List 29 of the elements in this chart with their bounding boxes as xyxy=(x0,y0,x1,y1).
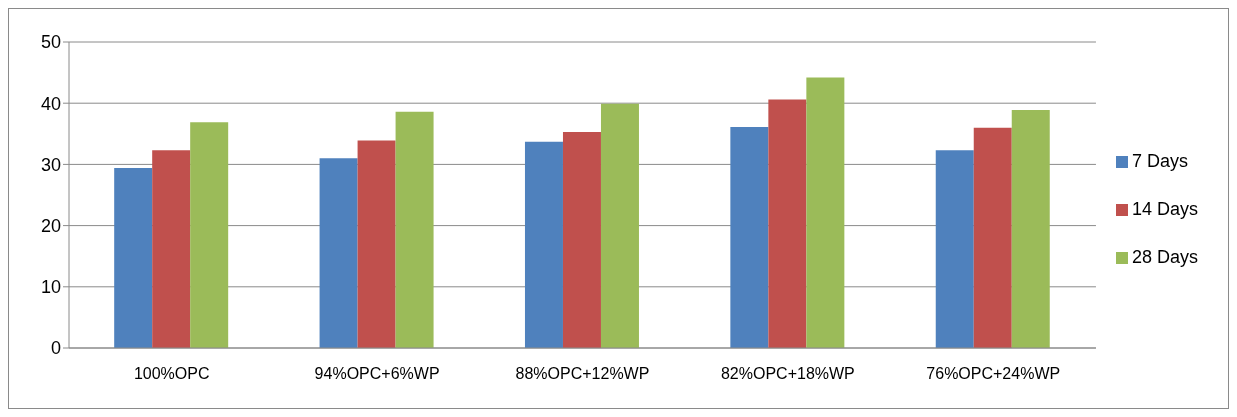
bar xyxy=(395,111,434,348)
bar xyxy=(973,127,1012,348)
bar xyxy=(562,131,601,348)
legend-label: 28 Days xyxy=(1131,246,1198,267)
y-tick-label: 10 xyxy=(40,277,61,298)
legend-label: 14 Days xyxy=(1131,198,1198,219)
bar xyxy=(357,140,396,348)
legend-label: 7 Days xyxy=(1131,150,1188,171)
y-tick-label: 20 xyxy=(40,215,61,236)
bar xyxy=(319,158,358,348)
bar xyxy=(935,150,974,348)
bar xyxy=(730,127,769,348)
y-tick-label: 0 xyxy=(50,338,61,359)
y-tick-label: 40 xyxy=(40,93,61,114)
x-tick-label: 94%OPC+6%WP xyxy=(314,365,440,383)
x-tick-label: 76%OPC+24%WP xyxy=(926,365,1061,383)
x-tick-label: 100%OPC xyxy=(133,365,210,383)
bar xyxy=(114,168,153,348)
bar xyxy=(1011,109,1050,348)
bar xyxy=(152,150,191,348)
bar xyxy=(600,103,639,348)
bar xyxy=(768,99,807,348)
x-tick-label: 88%OPC+12%WP xyxy=(515,365,650,383)
bar xyxy=(190,122,229,348)
y-tick-label: 30 xyxy=(40,154,61,175)
bar xyxy=(806,77,845,348)
x-tick-label: 82%OPC+18%WP xyxy=(720,365,855,383)
bar xyxy=(524,141,563,348)
y-tick-label: 50 xyxy=(40,32,61,53)
